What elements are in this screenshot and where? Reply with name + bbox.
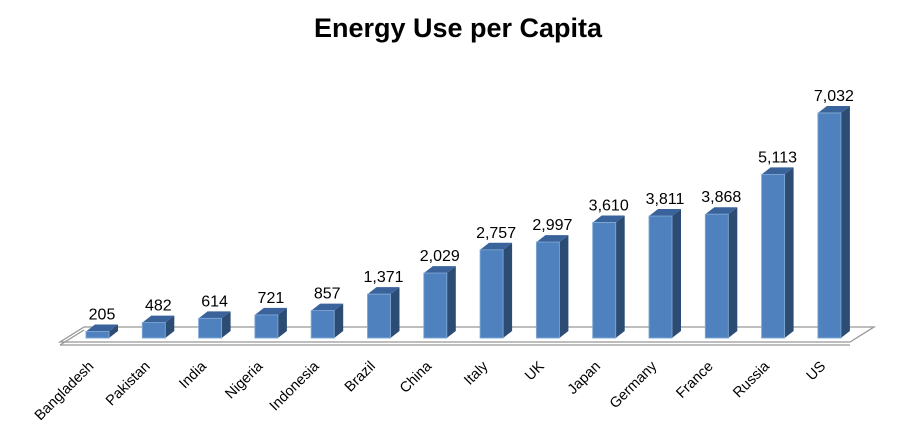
value-label-germany: 3,811 bbox=[646, 191, 685, 208]
value-label-japan: 3,610 bbox=[589, 197, 629, 214]
category-label-china: China bbox=[397, 358, 436, 397]
bar-front-face bbox=[310, 310, 335, 339]
bar-us bbox=[817, 106, 850, 339]
value-label-nigeria: 721 bbox=[258, 290, 285, 307]
bar-front-face bbox=[761, 173, 786, 339]
category-label-indonesia: Indonesia bbox=[267, 358, 323, 414]
value-label-us: 7,032 bbox=[814, 88, 854, 105]
bar-front-face bbox=[479, 249, 504, 339]
bar-front-face bbox=[648, 215, 673, 339]
bar-brazil bbox=[367, 287, 400, 339]
category-label-india: India bbox=[176, 358, 210, 392]
bar-top-face bbox=[817, 106, 850, 113]
bar-side-face bbox=[728, 207, 738, 338]
category-label-germany: Germany bbox=[607, 358, 661, 412]
bar-top-face bbox=[649, 209, 681, 217]
chart-floor-slab-edge bbox=[59, 329, 850, 346]
bar-side-face bbox=[840, 106, 850, 338]
bar-india bbox=[198, 311, 231, 339]
bar-top-face bbox=[761, 167, 794, 175]
bar-pakistan bbox=[141, 315, 175, 339]
category-label-italy: Italy bbox=[461, 358, 492, 389]
value-label-pakistan: 482 bbox=[145, 298, 172, 315]
bar-russia bbox=[761, 167, 794, 339]
bar-side-face bbox=[334, 303, 344, 338]
bar-side-face bbox=[165, 315, 175, 338]
bar-top-face bbox=[423, 266, 456, 274]
bar-bangladesh bbox=[85, 324, 118, 339]
bar-side-face bbox=[672, 209, 681, 338]
value-label-russia: 5,113 bbox=[758, 149, 797, 166]
bar-indonesia bbox=[310, 303, 344, 339]
bar-side-face bbox=[784, 167, 794, 338]
bar-uk bbox=[535, 235, 569, 339]
bar-side-face bbox=[277, 307, 287, 338]
bar-side-face bbox=[109, 324, 118, 338]
bar-nigeria bbox=[254, 307, 287, 339]
category-label-france: France bbox=[673, 359, 716, 402]
bar-france bbox=[704, 207, 738, 339]
bar-front-face bbox=[704, 213, 729, 339]
category-label-japan: Japan bbox=[565, 359, 604, 398]
value-label-italy: 2,757 bbox=[476, 225, 516, 242]
bar-side-face bbox=[446, 266, 456, 338]
bar-front-face bbox=[592, 222, 617, 339]
bar-front-face bbox=[254, 314, 279, 339]
bar-top-face bbox=[86, 324, 118, 332]
bar-italy bbox=[479, 242, 513, 339]
category-label-russia: Russia bbox=[730, 358, 773, 401]
value-label-india: 614 bbox=[201, 293, 228, 310]
value-label-bangladesh: 205 bbox=[89, 306, 116, 323]
bar-side-face bbox=[390, 287, 400, 338]
bar-top-face bbox=[254, 307, 287, 315]
bar-top-face bbox=[536, 235, 569, 243]
value-label-china: 2,029 bbox=[420, 248, 460, 265]
bar-front-face bbox=[141, 322, 166, 339]
value-label-brazil: 1,371 bbox=[363, 269, 403, 286]
category-label-pakistan: Pakistan bbox=[103, 359, 154, 410]
bar-front-face bbox=[535, 241, 560, 339]
category-label-bangladesh: Bangladesh bbox=[32, 359, 97, 424]
bar-top-face bbox=[592, 215, 625, 223]
bar-side-face bbox=[615, 215, 625, 338]
bar-germany bbox=[648, 209, 681, 339]
bar-side-face bbox=[503, 242, 513, 338]
bar-front-face bbox=[198, 317, 223, 339]
bar-top-face bbox=[480, 242, 513, 250]
bar-top-face bbox=[705, 207, 738, 215]
category-label-uk: UK bbox=[522, 358, 548, 384]
bar-top-face bbox=[142, 315, 175, 323]
category-label-nigeria: Nigeria bbox=[222, 358, 266, 402]
bar-top-face bbox=[311, 303, 344, 311]
bar-front-face bbox=[423, 272, 448, 339]
bar-top-face bbox=[367, 287, 400, 295]
bar-japan bbox=[592, 215, 625, 339]
value-label-france: 3,868 bbox=[701, 189, 741, 206]
bar-top-face bbox=[198, 311, 231, 319]
chart-title: Energy Use per Capita bbox=[313, 13, 603, 43]
category-label-us: US bbox=[804, 359, 830, 385]
bar-front-face bbox=[367, 293, 391, 339]
bar-side-face bbox=[221, 311, 231, 338]
bar-front-face bbox=[817, 112, 842, 339]
category-label-brazil: Brazil bbox=[342, 359, 379, 396]
bar-side-face bbox=[559, 235, 569, 338]
value-label-uk: 2,997 bbox=[532, 217, 572, 234]
bar-front-face bbox=[85, 330, 110, 339]
bar-china bbox=[423, 266, 456, 339]
value-label-indonesia: 857 bbox=[314, 286, 341, 303]
chart-floor bbox=[57, 326, 877, 343]
